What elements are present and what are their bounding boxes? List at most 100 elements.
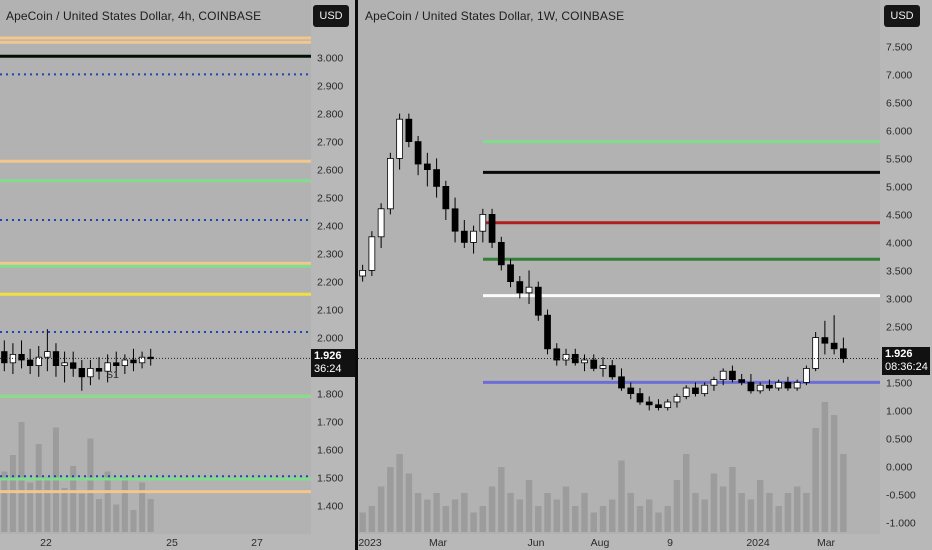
volume-bar bbox=[581, 493, 588, 532]
candle-body bbox=[673, 395, 681, 403]
candle-body bbox=[1, 351, 8, 364]
y-tick-label: 3.000 bbox=[317, 53, 343, 65]
volume-bar bbox=[507, 493, 514, 532]
candle-body bbox=[359, 269, 366, 277]
volume-bar bbox=[433, 493, 440, 532]
volume-bar bbox=[470, 512, 477, 532]
volume-bar bbox=[701, 499, 708, 532]
candle-body bbox=[18, 353, 25, 361]
volume-bar bbox=[396, 454, 403, 532]
candle-body bbox=[581, 359, 588, 364]
x-tick-label: 2024 bbox=[746, 537, 770, 549]
volume-bar bbox=[553, 499, 561, 532]
volume-bar bbox=[766, 493, 773, 532]
volume-bar bbox=[775, 506, 782, 532]
candle-body bbox=[655, 404, 662, 408]
candle-body bbox=[525, 286, 533, 294]
volume-bar bbox=[130, 510, 137, 532]
volume-bar bbox=[627, 493, 634, 532]
candle-body bbox=[423, 163, 431, 170]
volume-bar bbox=[738, 493, 745, 532]
volume-bar bbox=[599, 506, 607, 532]
y-tick-label: 2.700 bbox=[317, 137, 343, 149]
volume-bar bbox=[673, 480, 681, 532]
left-currency-button[interactable]: USD bbox=[313, 5, 349, 27]
volume-bar bbox=[488, 486, 496, 532]
volume-bar bbox=[821, 402, 829, 532]
y-tick-label: 0.000 bbox=[886, 461, 912, 473]
volume-bar bbox=[414, 493, 422, 532]
y-tick-label: -0.500 bbox=[886, 489, 916, 501]
volume-bar bbox=[692, 493, 699, 532]
candle-body bbox=[562, 353, 570, 361]
volume-bar bbox=[1, 471, 8, 532]
candle-body bbox=[692, 387, 699, 394]
y-tick-label: 3.000 bbox=[886, 293, 912, 305]
volume-bar bbox=[645, 499, 653, 532]
candle-body bbox=[52, 351, 60, 367]
y-tick-label: 2.200 bbox=[317, 277, 343, 289]
candle-body bbox=[396, 118, 403, 159]
candle-body bbox=[78, 367, 85, 378]
volume-bar bbox=[562, 486, 570, 532]
volume-bar bbox=[710, 473, 718, 532]
volume-bar bbox=[618, 460, 625, 532]
volume-bar bbox=[70, 466, 77, 532]
candle-body bbox=[87, 367, 94, 378]
volume-bar bbox=[840, 454, 847, 532]
left-chart-pane[interactable]: 3.000 2.900 2.800 2.700 2.600 2.500 2.400 2.300… bbox=[0, 0, 355, 550]
volume-bar bbox=[747, 499, 755, 532]
candle-body bbox=[26, 359, 34, 366]
candle-body bbox=[497, 241, 505, 266]
volume-bar bbox=[61, 488, 68, 532]
x-tick-label: Mar bbox=[817, 537, 836, 549]
y-tick-label: 6.000 bbox=[886, 125, 912, 137]
candle-body bbox=[608, 365, 616, 378]
left-chart-canvas[interactable]: 3.000 2.900 2.800 2.700 2.600 2.500 2.400 2.300… bbox=[0, 0, 355, 550]
volume-bar bbox=[461, 493, 468, 532]
left-price-tag: 1.926 36:24 bbox=[311, 349, 355, 377]
right-currency-button[interactable]: USD bbox=[884, 5, 920, 27]
y-tick-label: 2.100 bbox=[317, 305, 343, 317]
y-tick-label: 6.500 bbox=[886, 97, 912, 109]
y-tick-label: 1.500 bbox=[886, 377, 912, 389]
x-tick-label: Aug bbox=[591, 537, 610, 549]
candle-body bbox=[488, 213, 496, 243]
y-tick-label: 2.400 bbox=[317, 221, 343, 233]
right-chart-pane[interactable]: 7.500 7.000 6.500 6.000 5.500 5.000 4.500 4.000… bbox=[358, 0, 932, 550]
candle-body bbox=[710, 379, 718, 386]
candle-body bbox=[599, 365, 607, 369]
volume-bar bbox=[479, 506, 487, 532]
right-chart-canvas[interactable]: 7.500 7.000 6.500 6.000 5.500 5.000 4.500 4.000… bbox=[358, 0, 932, 550]
volume-bar bbox=[498, 467, 505, 532]
volume-bar bbox=[44, 477, 51, 532]
candle-body bbox=[840, 348, 847, 359]
volume-bar bbox=[87, 438, 94, 532]
volume-bar bbox=[636, 506, 644, 532]
candle-body bbox=[534, 286, 542, 316]
candle-body bbox=[130, 359, 137, 364]
volume-bar bbox=[793, 486, 801, 532]
candle-body bbox=[812, 337, 819, 369]
volume-bar bbox=[424, 499, 431, 532]
y-tick-label: 4.000 bbox=[886, 237, 912, 249]
x-tick-label: Mar bbox=[429, 537, 448, 549]
volume-bar bbox=[377, 486, 385, 532]
candle-body bbox=[405, 118, 413, 142]
volume-bar bbox=[18, 422, 25, 532]
volume-bar bbox=[729, 467, 736, 532]
pane-divider[interactable] bbox=[355, 0, 358, 550]
volume-bar bbox=[113, 504, 120, 532]
y-tick-label: 2.900 bbox=[317, 81, 343, 93]
candle-body bbox=[70, 362, 77, 369]
volume-bar bbox=[682, 454, 690, 532]
candle-body bbox=[636, 393, 644, 403]
candle-body bbox=[113, 362, 120, 366]
candle-body bbox=[784, 381, 792, 389]
x-tick-label: 22 bbox=[40, 537, 52, 549]
y-tick-label: 3.500 bbox=[886, 265, 912, 277]
volume-bar bbox=[35, 444, 42, 532]
candle-body bbox=[756, 384, 764, 392]
candle-body bbox=[104, 362, 111, 372]
y-tick-label: 2.800 bbox=[317, 109, 343, 121]
